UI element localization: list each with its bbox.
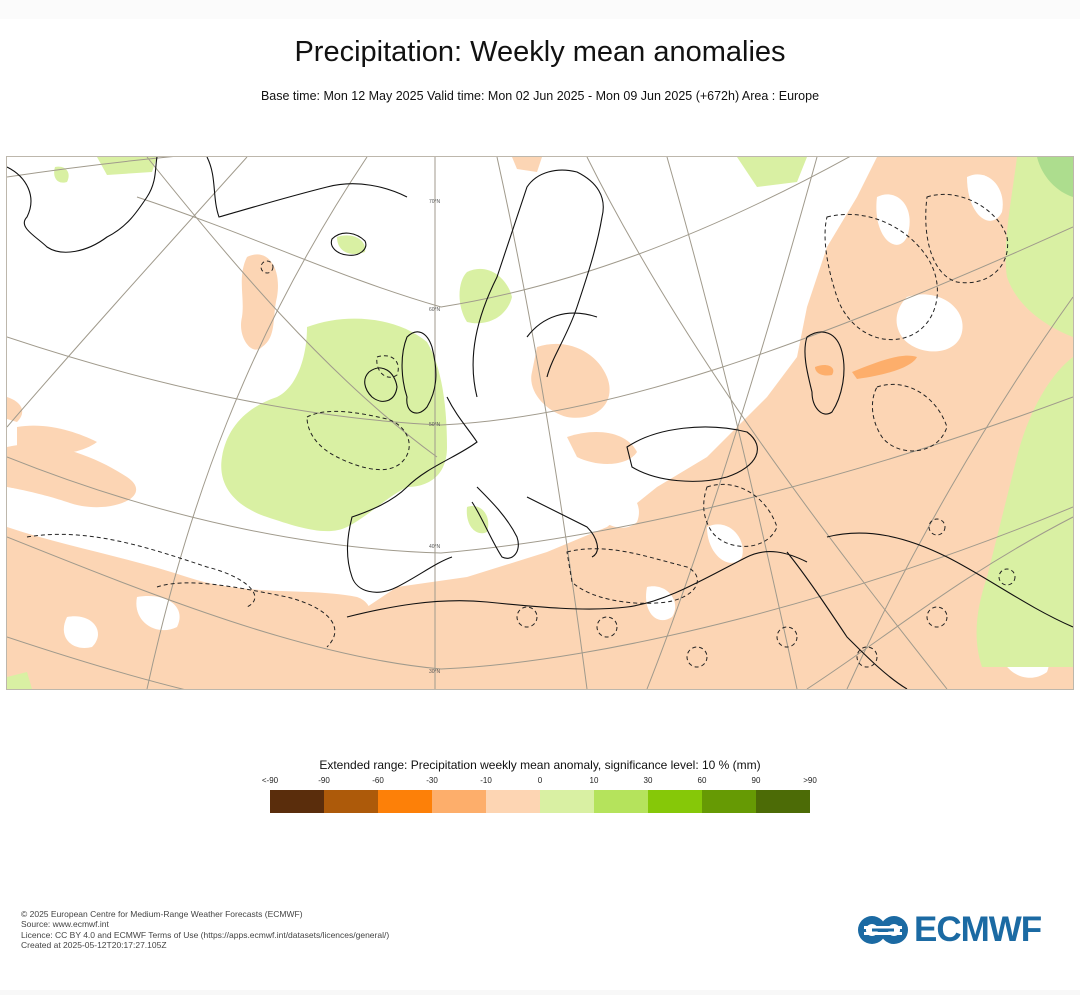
- colorbar-swatch: [270, 790, 324, 813]
- chart-title: Precipitation: Weekly mean anomalies: [294, 36, 786, 68]
- legend-title: Extended range: Precipitation weekly mea…: [319, 758, 761, 772]
- legend-tick: 60: [697, 776, 707, 785]
- created-line: Created at 2025-05-12T20:17:27.105Z: [21, 939, 167, 950]
- colorbar-swatch: [432, 790, 486, 813]
- legend-tick: -30: [426, 776, 438, 785]
- licence-line: Licence: CC BY 4.0 and ECMWF Terms of Us…: [21, 929, 390, 940]
- svg-text:50°N: 50°N: [429, 422, 441, 428]
- ecmwf-logo-text: ECMWF: [914, 910, 1042, 949]
- legend-tick: 30: [643, 776, 653, 785]
- svg-text:60°N: 60°N: [429, 307, 441, 313]
- ecmwf-logo-icon: [858, 916, 908, 944]
- colorbar-swatch: [486, 790, 540, 813]
- colorbar-swatch: [378, 790, 432, 813]
- legend-tick: 90: [751, 776, 761, 785]
- source-line: Source: www.ecmwf.int: [21, 919, 109, 930]
- colorbar-swatch: [594, 790, 648, 813]
- legend-tick: 10: [589, 776, 599, 785]
- top-bar: [0, 0, 1080, 19]
- copyright-footer: © 2025 European Centre for Medium-Range …: [21, 909, 389, 950]
- bottom-bar: [0, 990, 1080, 995]
- positive-anomaly-areas: [7, 157, 1073, 689]
- legend-tick: >90: [803, 776, 817, 785]
- colorbar-swatch: [324, 790, 378, 813]
- legend-tick: 0: [537, 776, 543, 785]
- ecmwf-logo: ECMWF: [858, 910, 1063, 949]
- colorbar: [270, 790, 810, 813]
- legend-tick: -90: [318, 776, 330, 785]
- colorbar-swatch: [756, 790, 810, 813]
- colorbar-swatch: [540, 790, 594, 813]
- colorbar-swatch: [702, 790, 756, 813]
- legend-tick: -10: [480, 776, 492, 785]
- legend-tick: -60: [372, 776, 384, 785]
- copyright-line: © 2025 European Centre for Medium-Range …: [21, 909, 303, 919]
- anomaly-map: 70°N 60°N 50°N 40°N 30°N: [6, 156, 1074, 690]
- chart-subtitle: Base time: Mon 12 May 2025 Valid time: M…: [260, 89, 820, 103]
- negative-anomaly-areas: [7, 157, 1073, 689]
- svg-text:40°N: 40°N: [429, 544, 441, 550]
- svg-text:30°N: 30°N: [429, 669, 441, 675]
- legend-ticks: <-90 -90 -60 -30 -10 0 10 30 60 90 >90: [262, 776, 817, 788]
- legend-tick: <-90: [261, 776, 279, 785]
- svg-text:70°N: 70°N: [429, 199, 441, 205]
- colorbar-swatch: [648, 790, 702, 813]
